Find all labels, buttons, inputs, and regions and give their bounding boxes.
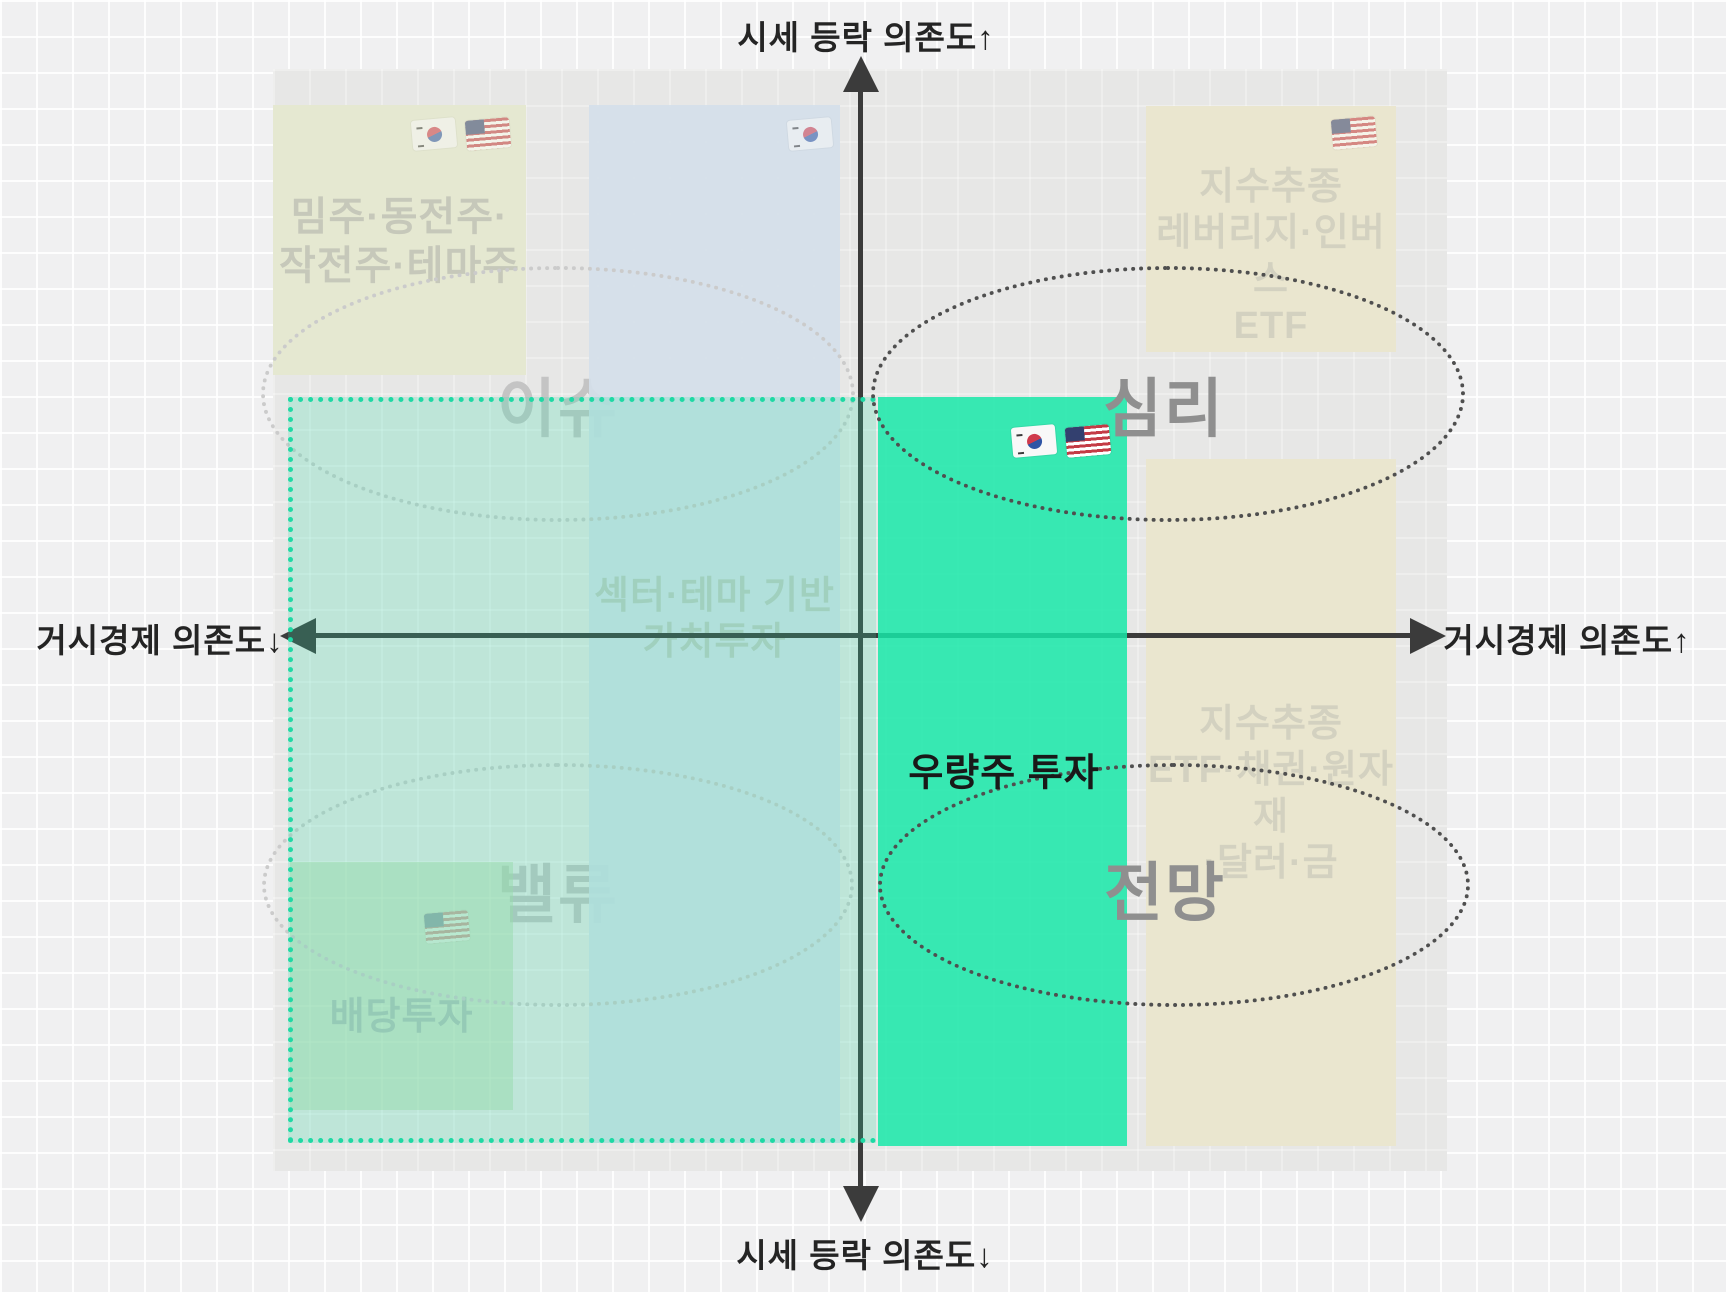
axis-arrow-left-icon: [280, 618, 316, 654]
quadrant-word-sentiment: 심리: [1103, 373, 1225, 445]
leveraged-etf-box-flags: [1330, 116, 1378, 150]
axis-label-left: 거시경제 의존도↓: [36, 622, 284, 659]
dividend-box-label: 배당투자: [329, 996, 474, 1038]
bluechip-investing-label: 우량주 투자: [908, 752, 1100, 795]
issue-region-ellipse: [261, 266, 855, 522]
korea-flag-icon: [786, 117, 834, 151]
usa-flag-icon: [1330, 116, 1378, 150]
value-region-ellipse: [262, 763, 854, 1007]
korea-flag-icon: [410, 117, 458, 151]
outlook-region-ellipse: [878, 763, 1470, 1007]
usa-flag-icon: [464, 117, 512, 151]
vertical-axis-line: [858, 88, 863, 1188]
bluechip-flags: [1010, 424, 1112, 458]
axis-arrow-up-icon: [843, 56, 879, 92]
axis-arrow-right-icon: [1410, 618, 1446, 654]
sector-box-flags: [786, 117, 834, 151]
quadrant-word-outlook: 전망: [1104, 857, 1226, 929]
sector-box-label: 섹터·테마 기반 가치투자: [594, 575, 835, 664]
korea-flag-icon: [1010, 424, 1058, 458]
axis-label-bottom: 시세 등락 의존도↓: [736, 1237, 994, 1274]
sentiment-region-ellipse: [871, 266, 1465, 522]
meme-box-label: 밈주·동전주· 작전주·테마주: [278, 195, 521, 288]
axis-label-top: 시세 등락 의존도↑: [737, 19, 995, 56]
horizontal-axis-line: [298, 633, 1426, 638]
meme-box-flags: [410, 117, 512, 151]
axis-arrow-down-icon: [843, 1186, 879, 1222]
axis-label-right: 거시경제 의존도↑: [1443, 622, 1691, 659]
selected-region-overlay: [288, 397, 876, 1143]
